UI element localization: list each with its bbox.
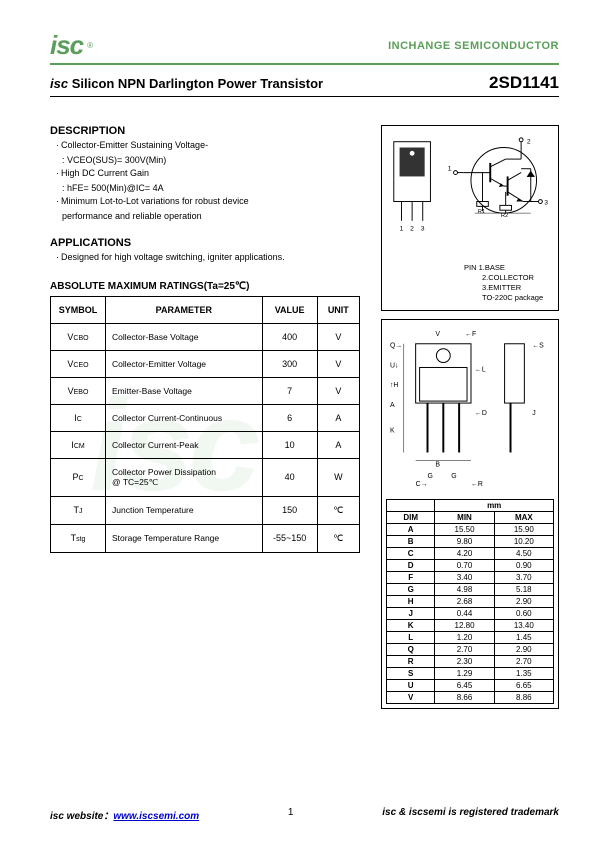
table-row: TJJunction Temperature150℃ [51,496,360,524]
table-row: A15.5015.90 [387,524,554,536]
product-title: isc Silicon NPN Darlington Power Transis… [50,76,323,91]
table-row: R2.302.70 [387,656,554,668]
app-text: Designed for high voltage switching, ign… [61,252,285,262]
pin-1: 1.BASE [479,263,505,272]
applications-text: ·Designed for high voltage switching, ig… [56,251,369,265]
table-row: TstgStorage Temperature Range-55~150℃ [51,524,360,552]
dim-col-dim: DIM [387,512,435,524]
website-label: isc website： [50,811,113,822]
svg-text:2: 2 [410,225,414,232]
table-row: H2.682.90 [387,596,554,608]
dimensions-table: mm DIM MIN MAX A15.5015.90B9.8010.20C4.2… [386,499,554,704]
table-row: V8.668.86 [387,692,554,704]
svg-text:R2: R2 [501,213,508,219]
header: isc ® INCHANGE SEMICONDUCTOR [50,30,559,65]
svg-text:G: G [451,474,456,481]
desc-sub-1: : hFE= 500(Min)@IC= 4A [62,182,369,196]
desc-sub-2: performance and reliable operation [62,210,369,224]
ratings-col-value: VALUE [262,296,317,323]
svg-text:J: J [532,410,535,417]
pin-pkg: TO-220C package [482,293,543,302]
pin-label: PIN [464,263,477,272]
table-row: C4.204.50 [387,548,554,560]
description-list: ·Collector-Emitter Sustaining Voltage- :… [56,139,369,223]
svg-text:U↓: U↓ [390,363,398,370]
website-link[interactable]: www.iscsemi.com [113,811,199,822]
svg-text:K: K [390,428,395,435]
table-row: VCBOCollector-Base Voltage400V [51,323,360,350]
circuit-diagram: 1 2 3 2 [381,125,559,311]
svg-text:←S: ←S [532,343,544,350]
table-row: VEBOEmitter-Base Voltage7V [51,377,360,404]
ratings-col-parameter: PARAMETER [106,296,263,323]
ratings-table: SYMBOL PARAMETER VALUE UNIT VCBOCollecto… [50,296,360,553]
pin-2: 2.COLLECTOR [482,273,534,282]
table-row: Q2.702.90 [387,644,554,656]
table-row: G4.985.18 [387,584,554,596]
logo-r: ® [87,41,93,50]
svg-text:3: 3 [544,199,548,206]
svg-text:2: 2 [527,139,531,146]
svg-text:C→: C→ [416,481,428,488]
table-row: U6.456.65 [387,680,554,692]
ratings-col-symbol: SYMBOL [51,296,106,323]
svg-text:B: B [435,462,440,469]
desc-item-2: Minimum Lot-to-Lot variations for robust… [61,196,249,206]
svg-text:←R: ←R [471,481,483,488]
svg-text:←D: ←D [475,410,487,417]
dim-col-max: MAX [494,512,553,524]
table-row: ICCollector Current-Continuous6A [51,404,360,431]
title-main: Silicon NPN Darlington Power Transistor [72,76,323,91]
footer: isc website：www.iscsemi.com 1 isc & iscs… [50,807,559,822]
page-number: 1 [288,807,294,822]
table-row: VCEOCollector-Emitter Voltage300V [51,350,360,377]
trademark-notice: isc & iscsemi is registered trademark [382,807,559,822]
svg-text:G: G [428,474,433,481]
svg-text:1: 1 [400,225,404,232]
svg-text:3: 3 [421,225,425,232]
svg-text:Q→: Q→ [390,343,402,350]
title-row: isc Silicon NPN Darlington Power Transis… [50,73,559,97]
title-prefix: isc [50,76,68,91]
table-row: K12.8013.40 [387,620,554,632]
description-heading: DESCRIPTION [50,125,369,137]
table-row: S1.291.35 [387,668,554,680]
desc-item-1: High DC Current Gain [61,168,149,178]
package-diagram: Q→ U↓ ↑H A K V ←F ←L ←D B G G C→ ←R ←S [381,319,559,709]
part-number: 2SD1141 [489,73,559,93]
svg-text:←F: ←F [465,331,476,338]
table-row: D0.700.90 [387,560,554,572]
table-row: PCCollector Power Dissipation@ TC=25℃40W [51,458,360,496]
table-row: L1.201.45 [387,632,554,644]
desc-sub-0: : VCEO(SUS)= 300V(Min) [62,154,369,168]
desc-item-0: Collector-Emitter Sustaining Voltage- [61,140,208,150]
svg-text:A: A [390,402,395,409]
dim-unit: mm [435,500,554,512]
table-row: ICMCollector Current-Peak10A [51,431,360,458]
footer-website: isc website：www.iscsemi.com [50,807,199,822]
logo-text: isc [50,30,83,61]
svg-text:↑H: ↑H [390,383,398,390]
pin-3: 3.EMITTER [482,283,521,292]
table-row: J0.440.60 [387,608,554,620]
table-row: B9.8010.20 [387,536,554,548]
svg-text:R1: R1 [478,209,485,215]
svg-text:←L: ←L [475,367,486,374]
logo: isc ® [50,30,93,61]
ratings-col-unit: UNIT [317,296,359,323]
circuit-svg: 1 2 3 2 [388,134,552,259]
dim-col-min: MIN [435,512,494,524]
ratings-heading: ABSOLUTE MAXIMUM RATINGS(Ta=25℃) [50,281,369,292]
company-name: INCHANGE SEMICONDUCTOR [388,40,559,52]
svg-text:1: 1 [448,166,452,173]
applications-heading: APPLICATIONS [50,237,369,249]
package-svg: Q→ U↓ ↑H A K V ←F ←L ←D B G G C→ ←R ←S [386,324,554,492]
svg-text:V: V [435,331,440,338]
table-row: F3.403.70 [387,572,554,584]
